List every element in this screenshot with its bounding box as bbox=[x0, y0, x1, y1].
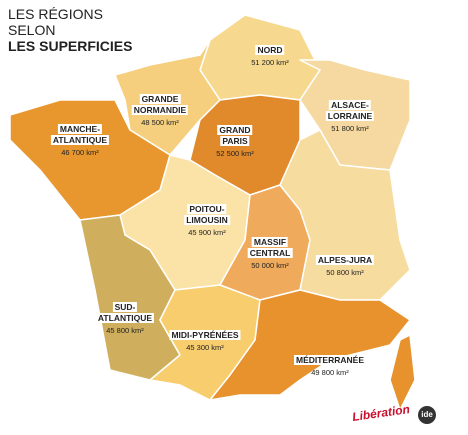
region-area: 45 900 km² bbox=[188, 228, 226, 237]
region-label: GRAND PARIS 52 500 km² bbox=[216, 125, 254, 159]
region-label: ALSACE- LORRAINE 51 800 km² bbox=[325, 100, 375, 134]
region-name: LORRAINE bbox=[325, 111, 375, 121]
region-name: PARIS bbox=[220, 136, 250, 146]
region-label: NORD 51 200 km² bbox=[251, 45, 289, 68]
region-name: GRANDE bbox=[139, 94, 181, 104]
region-name: ALSACE- bbox=[329, 100, 371, 110]
region-label: MÉDITERRANÉE 49 800 km² bbox=[293, 355, 367, 378]
region-area: 50 800 km² bbox=[326, 268, 364, 277]
region-alpes-jura bbox=[279, 129, 411, 301]
region-name: POITOU- bbox=[187, 204, 227, 214]
region-area: 45 300 km² bbox=[186, 343, 224, 352]
title-line: LES RÉGIONS bbox=[8, 6, 103, 22]
region-label: GRANDE NORMANDIE 48 500 km² bbox=[131, 94, 189, 128]
region-area: 50 000 km² bbox=[251, 261, 289, 270]
region-area: 51 800 km² bbox=[331, 124, 369, 133]
region-label: MIDI-PYRÉNÉES 45 300 km² bbox=[169, 330, 241, 353]
region-name: MANCHE- bbox=[57, 124, 103, 134]
region-mediterranee bbox=[209, 289, 411, 401]
title: LES RÉGIONS SELON LES SUPERFICIES bbox=[8, 6, 132, 54]
region-area: 49 800 km² bbox=[311, 368, 349, 377]
region-name: GRAND bbox=[217, 125, 253, 135]
region-area: 45 800 km² bbox=[106, 326, 144, 335]
region-name: MIDI-PYRÉNÉES bbox=[169, 330, 241, 340]
region-name: MÉDITERRANÉE bbox=[293, 355, 367, 365]
region-area: 51 200 km² bbox=[251, 58, 289, 67]
region-name: CENTRAL bbox=[247, 248, 293, 258]
region-label: MASSIF CENTRAL 50 000 km² bbox=[247, 237, 293, 271]
region-name: ATLANTIQUE bbox=[50, 135, 110, 145]
region-label: ALPES-JURA 50 800 km² bbox=[315, 255, 375, 278]
region-name: LIMOUSIN bbox=[184, 215, 230, 225]
region-area: 48 500 km² bbox=[141, 118, 179, 127]
region-area: 52 500 km² bbox=[216, 149, 254, 158]
region-name: MASSIF bbox=[251, 237, 289, 247]
region-name: ATLANTIQUE bbox=[95, 313, 155, 323]
region-label: MANCHE- ATLANTIQUE 46 700 km² bbox=[50, 124, 110, 158]
region-name: NORMANDIE bbox=[131, 105, 189, 115]
region-name: ALPES-JURA bbox=[315, 255, 375, 265]
region-name: SUD- bbox=[112, 302, 138, 312]
region-area: 46 700 km² bbox=[61, 148, 99, 157]
region-corse bbox=[389, 334, 416, 411]
region-label: POITOU- LIMOUSIN 45 900 km² bbox=[184, 204, 230, 238]
logo-ide: ide bbox=[418, 406, 436, 424]
region-name: NORD bbox=[255, 45, 285, 55]
title-line: SELON bbox=[8, 22, 56, 38]
region-label: SUD- ATLANTIQUE 45 800 km² bbox=[95, 302, 155, 336]
title-line: LES SUPERFICIES bbox=[8, 38, 133, 54]
